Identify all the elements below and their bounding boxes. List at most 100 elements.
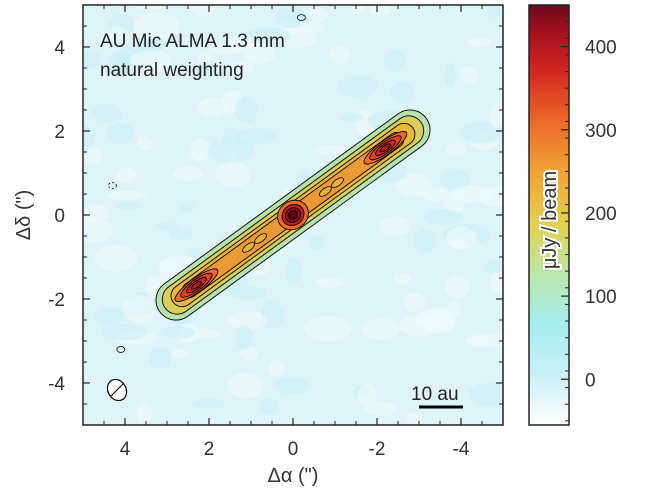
noise-blob (101, 324, 148, 341)
noise-blob (357, 383, 377, 407)
noise-blob (239, 346, 259, 362)
noise-blob (338, 112, 364, 123)
inner-contour (331, 177, 344, 188)
noise-blob (122, 295, 156, 323)
ansa-contour-4 (190, 280, 202, 290)
noise-blob (83, 147, 103, 165)
colorbar (528, 4, 570, 426)
noise-blob (234, 325, 254, 350)
noise-blob (234, 96, 258, 124)
noise-blob (483, 260, 503, 273)
noise-blob (94, 244, 138, 272)
noise-blob (308, 235, 325, 252)
noise-blob (440, 168, 471, 191)
noise-blob (468, 382, 503, 406)
noise-blob (444, 275, 470, 299)
x-tick-label: 0 (288, 439, 299, 460)
noise-blob (490, 270, 503, 293)
noise-blob (446, 226, 477, 250)
star-contour-4 (288, 210, 298, 220)
noise-blob (207, 43, 245, 55)
noise-blob (466, 37, 492, 48)
inner-contour (254, 233, 268, 244)
x-tick-label: 4 (120, 439, 131, 460)
noise-blob (390, 81, 415, 104)
noise-contour (296, 14, 306, 22)
noise-blob (260, 398, 279, 415)
noise-blob (489, 104, 503, 129)
noise-blob (214, 161, 251, 188)
noise-blob (444, 62, 457, 88)
x-tick-label: -2 (369, 439, 386, 460)
noise-blob (313, 145, 349, 155)
noise-blob (106, 190, 146, 201)
noise-blob (136, 401, 152, 425)
noise-blob (460, 66, 480, 85)
noise-blob (399, 314, 440, 337)
noise-blob (158, 326, 196, 339)
noise-blob (413, 228, 437, 253)
noise-blob (394, 173, 432, 197)
y-tick-label: -2 (48, 290, 65, 311)
noise-blob (190, 138, 211, 162)
noise-contour (116, 345, 126, 353)
noise-blob (197, 63, 215, 78)
colorbar-label: μJy / beam (539, 171, 561, 269)
y-tick-label: 2 (54, 122, 65, 143)
noise-blob (445, 143, 467, 157)
noise-blob (384, 48, 406, 73)
x-axis-label: Δα (") (268, 465, 319, 487)
disk-group (155, 109, 431, 321)
noise-blob (155, 222, 179, 231)
noise-blob (486, 5, 502, 18)
noise-blob (274, 377, 311, 395)
noise-blob (235, 127, 277, 145)
noise-blob (160, 258, 177, 273)
noise-blob (304, 315, 352, 342)
noise-blob (191, 398, 226, 409)
noise-blob (197, 51, 215, 63)
axis-ticks: 4 2 0 -2 -4 4 2 0 -2 -4 (48, 5, 503, 460)
colorbar-tick-label: 400 (585, 38, 617, 59)
noise-blob (465, 334, 503, 347)
x-tick-label: 2 (204, 439, 215, 460)
colorbar-tick-label: 300 (585, 121, 617, 142)
noise-blob (91, 103, 122, 123)
y-tick-label: 4 (54, 38, 65, 59)
noise-blob (197, 97, 229, 117)
noise-blob (351, 5, 365, 15)
noise-blob (449, 185, 493, 203)
noise-blob (134, 12, 180, 40)
noise-blob (108, 26, 128, 41)
x-tick-label: -4 (453, 439, 470, 460)
noise-contour (108, 182, 117, 190)
disk-image (108, 14, 431, 353)
inner-contour (318, 186, 332, 197)
noise-blob (393, 272, 411, 286)
noise-blob (168, 229, 193, 241)
noise-blob (268, 359, 285, 378)
noise-blob (207, 138, 255, 163)
chart-title-line-1: AU Mic ALMA 1.3 mm (100, 31, 285, 52)
noise-blob (369, 5, 391, 16)
noise-blob (227, 311, 268, 330)
noise-blob (83, 50, 101, 69)
scale-bar-label: 10 au (411, 384, 459, 405)
noise-blob (361, 318, 400, 341)
colorbar-tick-label: 200 (585, 204, 617, 225)
beam-ellipse (106, 378, 128, 402)
noise-blob (129, 50, 171, 72)
colorbar-tick-label: 100 (585, 287, 617, 308)
noise-blob (337, 75, 379, 98)
noise-blob (329, 46, 351, 64)
colorbar-ticks: 0 100 200 300 400 (561, 21, 617, 422)
noise-blob (274, 6, 307, 29)
noise-blob (83, 218, 113, 244)
ansa-contour-4 (379, 143, 391, 153)
noise-blob (314, 277, 345, 288)
noise-blob (190, 246, 203, 260)
noise-blob (284, 257, 303, 284)
noise-blob (136, 135, 153, 151)
y-tick-label: 0 (54, 206, 65, 227)
